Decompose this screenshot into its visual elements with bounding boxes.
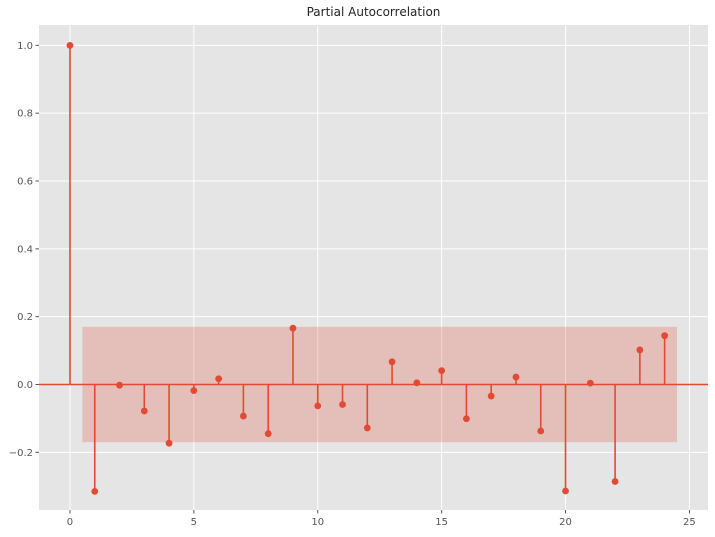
data-marker xyxy=(66,41,74,49)
data-marker xyxy=(562,487,569,495)
y-tick-label: 0.4 xyxy=(17,244,33,255)
x-tick-label: 0 xyxy=(67,517,73,528)
data-marker xyxy=(611,478,619,485)
data-marker xyxy=(190,387,198,395)
y-tick-label: 0.0 xyxy=(17,380,33,391)
data-marker xyxy=(487,392,495,400)
data-marker xyxy=(636,346,644,354)
chart-title: Partial Autocorrelation xyxy=(306,5,441,19)
data-marker xyxy=(91,487,99,495)
data-marker xyxy=(413,379,421,387)
data-marker xyxy=(215,375,223,383)
data-marker xyxy=(339,401,346,408)
y-tick-label: 0.2 xyxy=(17,312,33,323)
x-tick-label: 5 xyxy=(191,517,197,528)
data-marker xyxy=(240,412,247,420)
y-tick-label: 0.8 xyxy=(17,109,33,120)
x-tick-label: 15 xyxy=(435,517,448,528)
data-marker xyxy=(537,427,545,435)
data-marker xyxy=(264,430,272,438)
y-tick-label: 0.6 xyxy=(17,177,33,188)
data-marker xyxy=(463,415,470,423)
plot-background xyxy=(39,25,708,510)
data-marker xyxy=(586,379,594,387)
data-marker xyxy=(140,407,148,415)
y-tick-label: 1.0 xyxy=(17,41,33,52)
data-marker xyxy=(661,332,669,340)
data-marker xyxy=(289,324,297,332)
data-marker xyxy=(438,367,446,375)
data-marker xyxy=(314,402,322,410)
y-tick-label: −0.2 xyxy=(9,448,33,459)
data-marker xyxy=(512,373,520,381)
data-marker xyxy=(116,381,123,389)
x-tick-label: 25 xyxy=(683,517,696,528)
data-marker xyxy=(388,358,396,366)
data-marker xyxy=(363,424,371,432)
x-tick-label: 10 xyxy=(311,517,324,528)
data-marker xyxy=(165,439,173,447)
x-tick-label: 20 xyxy=(559,517,572,528)
